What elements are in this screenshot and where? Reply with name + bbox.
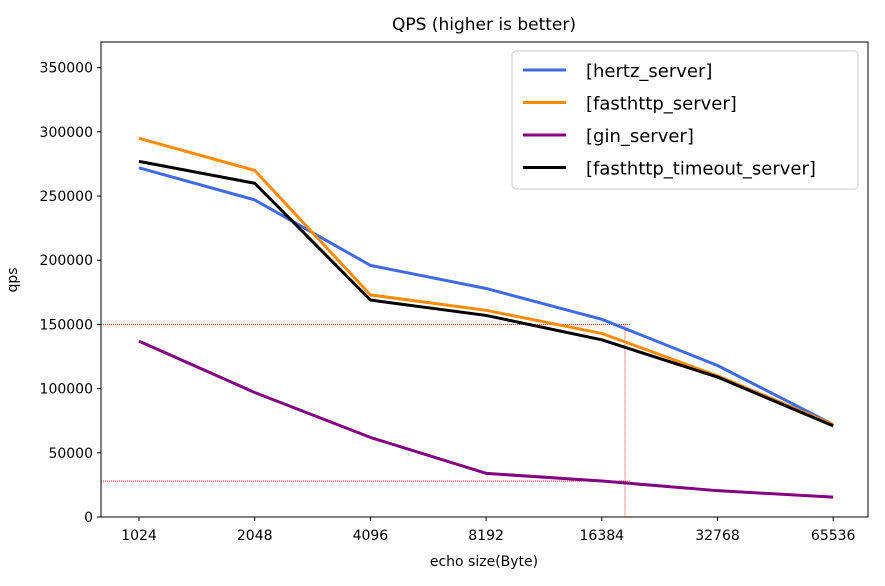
legend-label: [gin_server] xyxy=(586,126,694,147)
x-tick-label: 4096 xyxy=(353,528,389,544)
x-tick-label: 1024 xyxy=(121,528,157,544)
x-tick-label: 2048 xyxy=(237,528,273,544)
series-line-hertz-server xyxy=(138,166,834,426)
legend-label: [fasthttp_timeout_server] xyxy=(586,159,816,180)
legend-label: [hertz_server] xyxy=(586,61,712,82)
y-tick-label: 100000 xyxy=(40,382,93,398)
chart-title: QPS (higher is better) xyxy=(392,15,576,35)
x-tick-label: 8192 xyxy=(468,528,504,544)
y-tick-label: 250000 xyxy=(40,189,93,205)
plot-area-frame xyxy=(100,41,869,518)
y-axis-label: qps xyxy=(5,267,21,292)
y-tick-label: 300000 xyxy=(40,125,93,141)
series-line-fasthttp-timeout-server xyxy=(138,159,834,428)
x-tick-label: 32768 xyxy=(695,528,740,544)
x-axis-label: echo size(Byte) xyxy=(430,554,538,570)
x-tick-label: 65536 xyxy=(811,528,856,544)
series-line-gin-server xyxy=(138,339,834,499)
y-tick-label: 200000 xyxy=(40,253,93,269)
y-tick-label: 0 xyxy=(84,510,93,526)
y-tick-label: 150000 xyxy=(40,317,93,333)
legend-box xyxy=(511,50,859,190)
y-tick-label: 350000 xyxy=(40,61,93,77)
x-tick-label: 16384 xyxy=(580,528,625,544)
legend-label: [fasthttp_server] xyxy=(586,94,737,115)
legend: [hertz_server] [fasthttp_server] [gin_serv… xyxy=(511,50,859,190)
y-tick-label: 50000 xyxy=(48,446,93,462)
